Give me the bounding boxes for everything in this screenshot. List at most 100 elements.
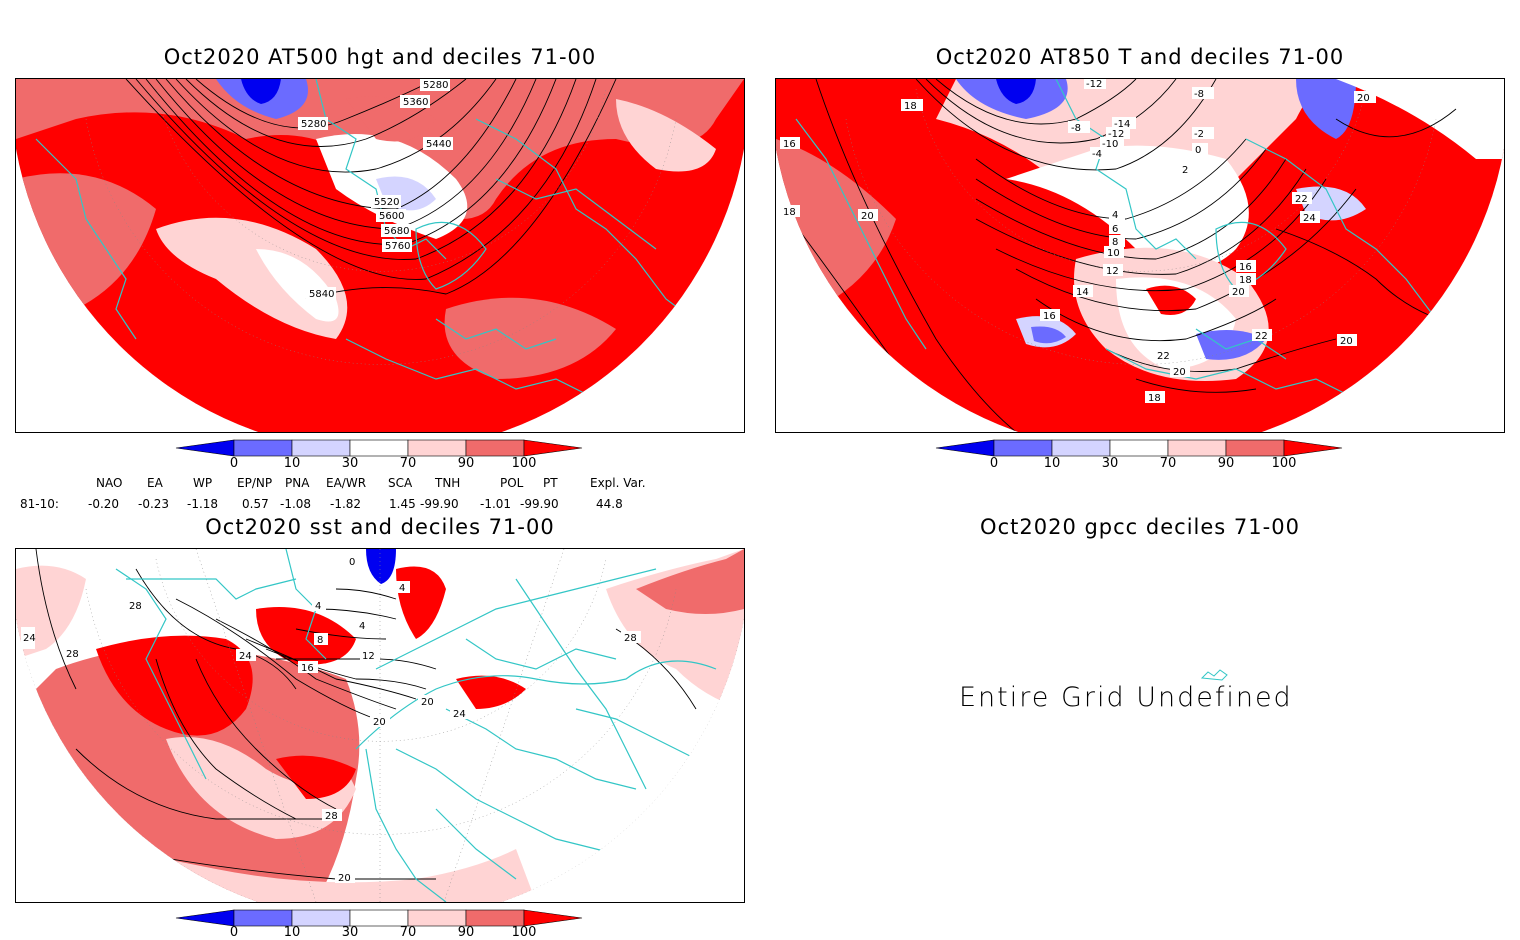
colorbar-swatches bbox=[175, 439, 583, 457]
colorbar-tick: 30 bbox=[341, 456, 359, 471]
contour-label: 20 bbox=[1232, 287, 1245, 298]
contour-label: 20 bbox=[1357, 93, 1370, 104]
graticule bbox=[776, 88, 1504, 432]
decile-field-100-south bbox=[276, 755, 356, 799]
panel-title-at500: Oct2020 AT500 hgt and deciles 71-00 bbox=[163, 45, 597, 69]
colorbar-tick: 10 bbox=[1043, 456, 1061, 471]
contour-label: 20 bbox=[338, 873, 351, 884]
panel-title-gpcc: Oct2020 gpcc deciles 71-00 bbox=[980, 515, 1300, 539]
contour-label: -12 bbox=[1108, 129, 1124, 140]
colorbar-tick: 90 bbox=[1217, 456, 1235, 471]
contour-label: -8 bbox=[1071, 123, 1081, 134]
decile-field-70-east bbox=[616, 99, 716, 172]
map-at850: -12 -8 20 18 -8 -14 -12 -10 -2 -4 0 16 2… bbox=[776, 79, 1504, 432]
contour-label: 4 bbox=[359, 621, 365, 632]
index-header-wp: WP bbox=[193, 476, 213, 490]
contour-label: 5360 bbox=[403, 97, 428, 108]
index-header-epnp: EP/NP bbox=[237, 476, 273, 490]
contour-label: -8 bbox=[1194, 89, 1204, 100]
contour-label: 24 bbox=[453, 709, 466, 720]
contour-label: 16 bbox=[1043, 311, 1056, 322]
index-value-tnh: -99.90 bbox=[420, 497, 459, 511]
map-panel-sst: 0 4 28 4 24 8 28 4 12 24 16 20 20 24 28 … bbox=[15, 548, 745, 903]
index-header-ea: EA bbox=[147, 476, 163, 490]
undefined-grid-message: Entire Grid Undefined bbox=[959, 682, 1293, 713]
decile-field-100-centre bbox=[1146, 285, 1196, 315]
decile-field-70 bbox=[166, 737, 356, 839]
contour-label: -4 bbox=[1092, 149, 1102, 160]
index-header-tnh: TNH bbox=[435, 476, 461, 490]
contour-label: 18 bbox=[783, 207, 796, 218]
contour-label: 10 bbox=[1107, 248, 1120, 259]
index-header-pol: POL bbox=[500, 476, 524, 490]
contour-label: 5440 bbox=[426, 139, 451, 150]
colorbar-swatches bbox=[175, 909, 583, 927]
contour-label: 4 bbox=[315, 601, 321, 612]
coastlines bbox=[35, 79, 707, 400]
colorbar-tick: 10 bbox=[283, 456, 301, 471]
contour-label: 5280 bbox=[301, 119, 326, 130]
colorbar-swatches bbox=[935, 439, 1343, 457]
contour-label: 0 bbox=[349, 557, 355, 568]
contour-label: -10 bbox=[1102, 139, 1118, 150]
decile-field-0 bbox=[996, 79, 1036, 104]
contour-label: -2 bbox=[1194, 129, 1204, 140]
contour-label: 18 bbox=[1239, 275, 1252, 286]
colorbar-tick: 0 bbox=[229, 925, 239, 940]
colorbar-tick: 10 bbox=[283, 925, 301, 940]
contour-label: 22 bbox=[1295, 194, 1308, 205]
decile-field-90-east bbox=[636, 549, 744, 614]
contour-label: 20 bbox=[421, 697, 434, 708]
decile-field-0 bbox=[366, 549, 396, 584]
contour-label: 18 bbox=[1148, 393, 1161, 404]
colorbar-tick: 70 bbox=[399, 925, 417, 940]
map-panel-at850: -12 -8 20 18 -8 -14 -12 -10 -2 -4 0 16 2… bbox=[775, 78, 1505, 433]
contour-labels: -12 -8 20 18 -8 -14 -12 -10 -2 -4 0 16 2… bbox=[780, 79, 1376, 404]
contour-label: 16 bbox=[1239, 262, 1252, 273]
decile-field-100-med bbox=[456, 675, 526, 709]
contour-labels: 5280 5360 5280 5440 5520 5600 5680 5760 … bbox=[298, 79, 453, 300]
contour-label: 5840 bbox=[309, 289, 334, 300]
contour-label: 28 bbox=[325, 811, 338, 822]
index-value-pna: -1.08 bbox=[280, 497, 312, 511]
contour-label: 8 bbox=[1112, 237, 1118, 248]
decile-field-normal bbox=[256, 249, 339, 322]
index-header-pna: PNA bbox=[285, 476, 310, 490]
tiny-coastline-fragment bbox=[1200, 669, 1228, 681]
colorbar-tick: 90 bbox=[457, 456, 475, 471]
index-row-label: 81-10: bbox=[20, 497, 59, 511]
contour-label: 28 bbox=[66, 649, 79, 660]
contour-label: 14 bbox=[1076, 287, 1089, 298]
panel-title-sst: Oct2020 sst and deciles 71-00 bbox=[205, 515, 555, 539]
contour-label: 16 bbox=[783, 139, 796, 150]
panel-title-at850: Oct2020 AT850 T and deciles 71-00 bbox=[935, 45, 1345, 69]
contour-label: 20 bbox=[373, 717, 386, 728]
contour-label: 8 bbox=[317, 635, 323, 646]
contour-label: -12 bbox=[1086, 79, 1102, 90]
colorbar-at500: 0 10 30 70 90 100 bbox=[174, 439, 584, 475]
contour-label: 24 bbox=[239, 651, 252, 662]
decile-field-100-north bbox=[256, 607, 356, 665]
index-value-nao: -0.20 bbox=[88, 497, 120, 511]
contour-label: 12 bbox=[362, 651, 375, 662]
contour-label: 5680 bbox=[384, 226, 409, 237]
index-value-pt: -99.90 bbox=[520, 497, 559, 511]
contour-label: 28 bbox=[129, 601, 142, 612]
contour-label: 5520 bbox=[374, 197, 399, 208]
decile-field-90-south bbox=[444, 297, 616, 379]
index-value-pol: -1.01 bbox=[480, 497, 512, 511]
map-at500: 5280 5360 5280 5440 5520 5600 5680 5760 … bbox=[16, 79, 744, 432]
decile-field-normal-ne bbox=[1336, 79, 1504, 159]
index-value-explvar: 44.8 bbox=[596, 497, 623, 511]
contour-label: 5760 bbox=[385, 241, 410, 252]
index-header-nao: NAO bbox=[96, 476, 123, 490]
decile-field-10-ne bbox=[1296, 79, 1356, 139]
colorbar-tick: 90 bbox=[457, 925, 475, 940]
map-sst: 0 4 28 4 24 8 28 4 12 24 16 20 20 24 28 … bbox=[16, 549, 744, 902]
colorbar-tick: 100 bbox=[511, 925, 537, 940]
contour-label: 0 bbox=[1195, 145, 1201, 156]
decile-field-10-east bbox=[1196, 330, 1266, 360]
decile-field-10 bbox=[1031, 326, 1066, 344]
contour-label: 22 bbox=[1157, 351, 1170, 362]
contour-label: 24 bbox=[23, 633, 36, 644]
